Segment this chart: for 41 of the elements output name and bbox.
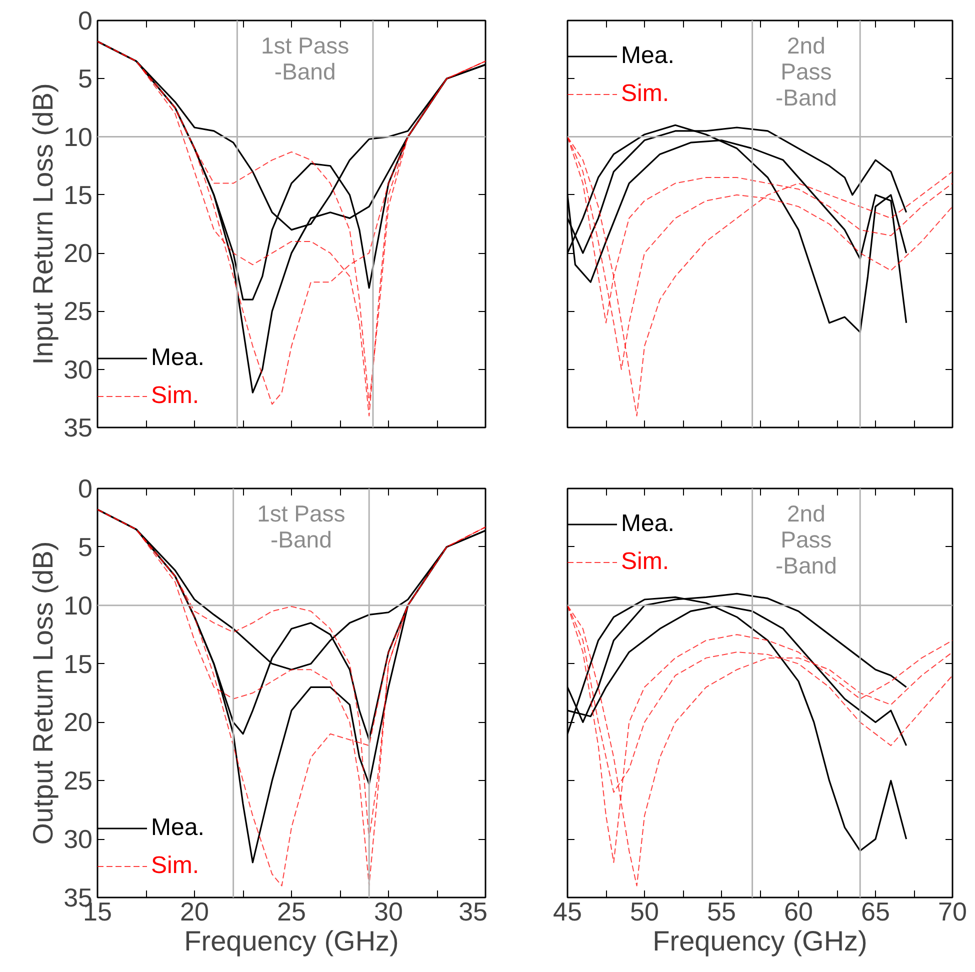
y-tick-label: 10 <box>64 590 92 620</box>
y-tick-label: 25 <box>64 296 92 326</box>
annotation: 1st Pass -Band <box>257 500 346 552</box>
y-tick-label: 5 <box>78 532 93 562</box>
x-axis-title: Frequency (GHz) <box>184 926 399 956</box>
annotation: 1st Pass -Band <box>260 32 350 84</box>
y-tick-label: 0 <box>78 6 93 36</box>
y-tick-label: 20 <box>64 707 92 738</box>
legend-label: Mea. <box>621 42 674 70</box>
x-tick-label: 65 <box>861 896 890 926</box>
x-tick-label: 60 <box>784 896 813 926</box>
x-tick-label: 70 <box>938 896 967 926</box>
annotation: 2nd Pass -Band <box>776 32 837 110</box>
x-tick-label: 25 <box>277 896 306 926</box>
y-tick-label: 15 <box>64 180 92 210</box>
y-tick-label: 5 <box>78 64 93 94</box>
legend-label: Sim. <box>621 548 669 576</box>
y-tick-label: 30 <box>64 824 92 854</box>
y-tick-label: 20 <box>64 238 92 268</box>
x-tick-label: 20 <box>180 896 209 926</box>
annotation: 2nd Pass -Band <box>776 500 837 578</box>
legend-label: Sim. <box>151 852 199 880</box>
y-axis-title: Input Return Loss (dB) <box>28 83 59 365</box>
y-tick-label: 15 <box>64 648 92 679</box>
x-tick-label: 55 <box>707 896 736 926</box>
y-tick-label: 10 <box>64 122 92 152</box>
legend-label: Mea. <box>151 344 204 372</box>
x-tick-label: 45 <box>553 896 582 926</box>
y-tick-label: 35 <box>64 412 92 442</box>
y-axis-title: Output Return Loss (dB) <box>28 541 59 845</box>
y-tick-label: 0 <box>78 474 93 504</box>
y-tick-label: 25 <box>64 766 92 796</box>
legend-label: Mea. <box>151 814 204 842</box>
x-tick-label: 35 <box>458 896 488 926</box>
x-tick-label: 30 <box>374 896 403 926</box>
x-tick-label: 50 <box>630 896 659 926</box>
x-axis-title: Frequency (GHz) <box>652 926 868 956</box>
y-tick-label: 30 <box>64 354 92 384</box>
legend-label: Sim. <box>151 382 199 410</box>
legend-label: Mea. <box>621 510 674 538</box>
legend-label: Sim. <box>621 80 669 108</box>
